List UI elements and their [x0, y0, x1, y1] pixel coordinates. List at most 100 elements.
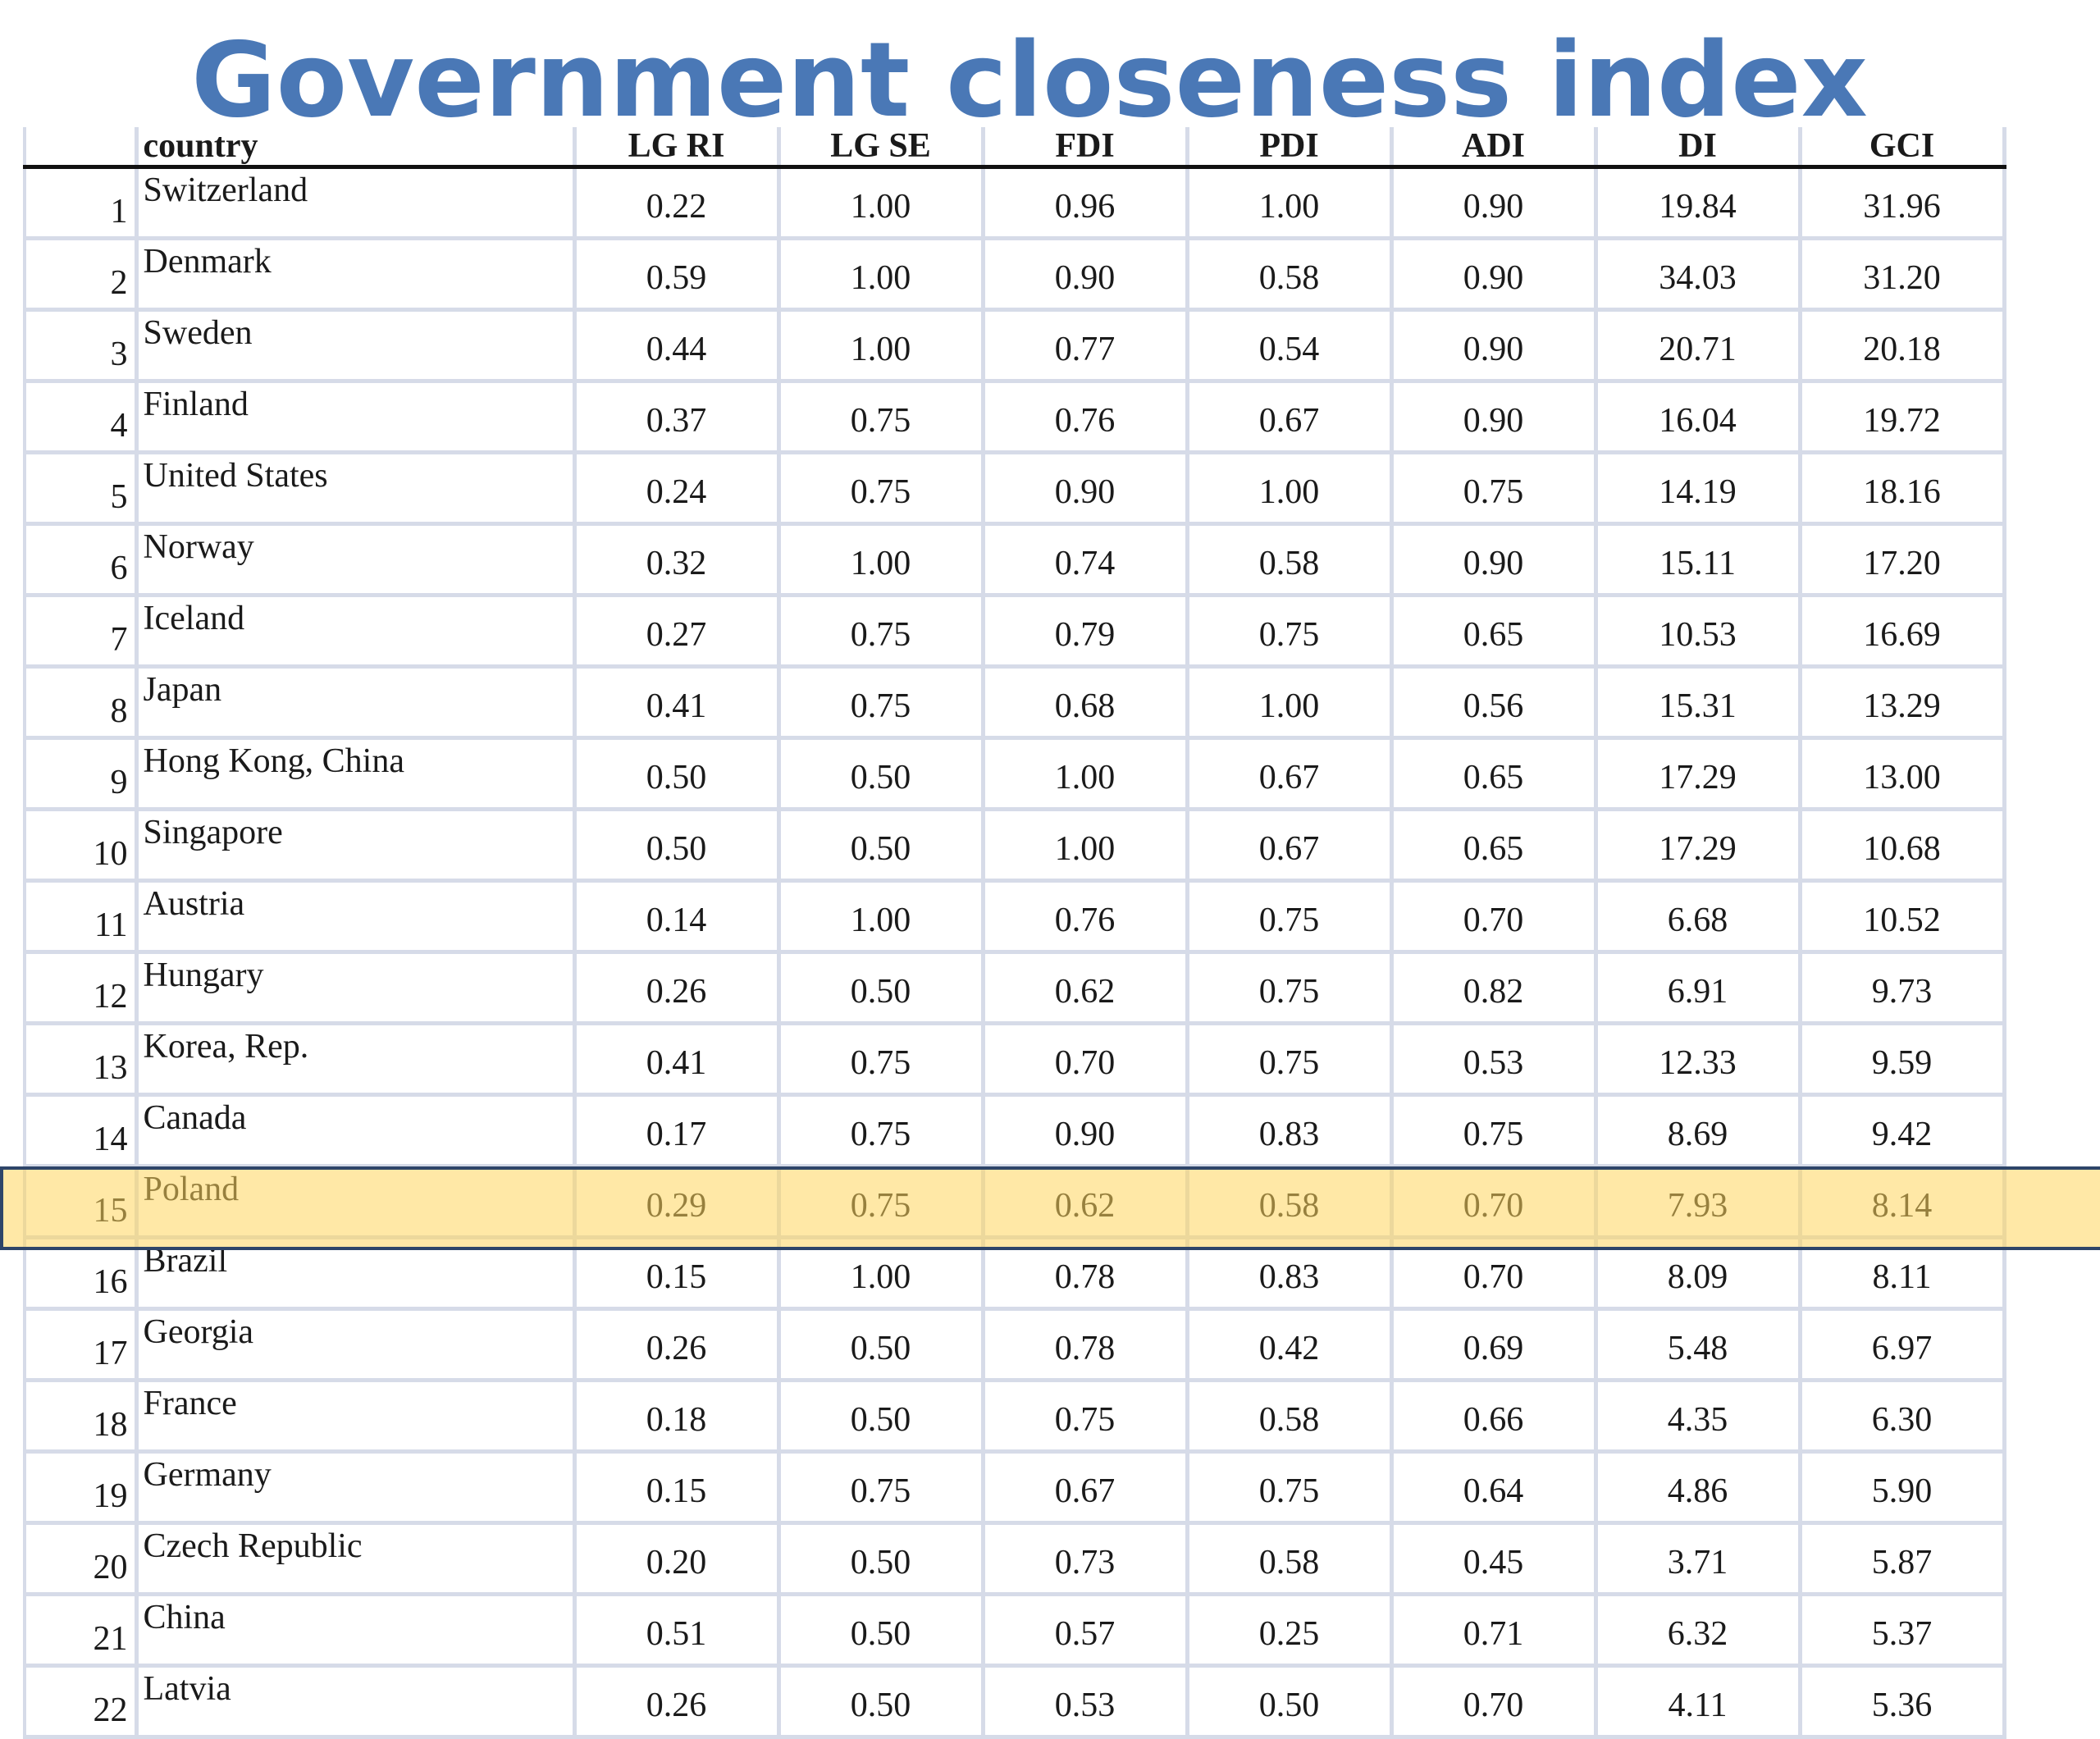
cell-adi: 0.70: [1389, 1237, 1596, 1311]
table-row: 15 Poland 0.29 0.75 0.62 0.58 0.70 7.93 8.14: [23, 1166, 2006, 1239]
cell-lg-ri: 0.20: [572, 1522, 778, 1596]
cell-gci: 13.29: [1797, 666, 2006, 740]
cell-lg-ri: 0.41: [572, 666, 778, 740]
cell-fdi: 0.67: [980, 1451, 1187, 1525]
cell-fdi: 0.53: [980, 1665, 1187, 1739]
cell-rank: 10: [23, 809, 136, 883]
cell-lg-se: 1.00: [776, 167, 983, 240]
cell-lg-se: 0.75: [776, 666, 983, 740]
cell-country: Sweden: [134, 309, 574, 383]
cell-gci: 17.20: [1797, 523, 2006, 597]
cell-fdi: 0.90: [980, 1094, 1187, 1168]
cell-country: Poland: [134, 1166, 574, 1239]
header-lg-ri: LG RI: [572, 127, 778, 169]
cell-lg-se: 0.50: [776, 1594, 983, 1668]
cell-country: Japan: [134, 666, 574, 740]
cell-country: Germany: [134, 1451, 574, 1525]
table-row: 5 United States 0.24 0.75 0.90 1.00 0.75 14.19 1…: [23, 452, 2006, 526]
cell-adi: 0.70: [1389, 880, 1596, 954]
cell-country: Hong Kong, China: [134, 737, 574, 811]
cell-fdi: 0.78: [980, 1308, 1187, 1382]
cell-rank: 19: [23, 1451, 136, 1525]
cell-pdi: 0.58: [1185, 523, 1391, 597]
cell-rank: 14: [23, 1094, 136, 1168]
cell-fdi: 0.96: [980, 167, 1187, 240]
table-header-row: country LG RI LG SE FDI PDI ADI DI GCI: [23, 127, 2006, 169]
cell-di: 3.71: [1593, 1522, 1800, 1596]
cell-country: Norway: [134, 523, 574, 597]
cell-gci: 20.18: [1797, 309, 2006, 383]
cell-pdi: 0.75: [1185, 1451, 1391, 1525]
cell-gci: 16.69: [1797, 595, 2006, 669]
cell-fdi: 0.75: [980, 1380, 1187, 1454]
cell-adi: 0.53: [1389, 1023, 1596, 1097]
cell-adi: 0.90: [1389, 309, 1596, 383]
table-row: 16 Brazil 0.15 1.00 0.78 0.83 0.70 8.09 8.11: [23, 1237, 2006, 1311]
cell-lg-ri: 0.32: [572, 523, 778, 597]
cell-country: France: [134, 1380, 574, 1454]
cell-lg-ri: 0.18: [572, 1380, 778, 1454]
cell-adi: 0.82: [1389, 952, 1596, 1025]
cell-country: Finland: [134, 381, 574, 454]
cell-rank: 18: [23, 1380, 136, 1454]
cell-fdi: 0.62: [980, 952, 1187, 1025]
cell-lg-se: 0.75: [776, 1166, 983, 1239]
cell-adi: 0.90: [1389, 381, 1596, 454]
table-row: 14 Canada 0.17 0.75 0.90 0.83 0.75 8.69 9.42: [23, 1094, 2006, 1168]
cell-adi: 0.75: [1389, 1094, 1596, 1168]
cell-pdi: 0.67: [1185, 381, 1391, 454]
cell-lg-se: 0.75: [776, 1094, 983, 1168]
table-row: 17 Georgia 0.26 0.50 0.78 0.42 0.69 5.48 6.97: [23, 1308, 2006, 1382]
cell-di: 4.35: [1593, 1380, 1800, 1454]
cell-adi: 0.70: [1389, 1665, 1596, 1739]
cell-lg-se: 0.50: [776, 952, 983, 1025]
cell-pdi: 0.83: [1185, 1094, 1391, 1168]
cell-rank: 21: [23, 1594, 136, 1668]
cell-gci: 10.68: [1797, 809, 2006, 883]
cell-country: Korea, Rep.: [134, 1023, 574, 1097]
cell-pdi: 0.75: [1185, 1023, 1391, 1097]
table-row: 7 Iceland 0.27 0.75 0.79 0.75 0.65 10.53 16.69: [23, 595, 2006, 669]
cell-gci: 10.52: [1797, 880, 2006, 954]
cell-adi: 0.65: [1389, 737, 1596, 811]
cell-fdi: 0.77: [980, 309, 1187, 383]
table-row: 18 France 0.18 0.50 0.75 0.58 0.66 4.35 6.30: [23, 1380, 2006, 1454]
cell-gci: 8.11: [1797, 1237, 2006, 1311]
cell-rank: 9: [23, 737, 136, 811]
cell-lg-se: 0.75: [776, 381, 983, 454]
cell-rank: 1: [23, 167, 136, 240]
cell-country: Iceland: [134, 595, 574, 669]
cell-fdi: 0.90: [980, 452, 1187, 526]
cell-rank: 20: [23, 1522, 136, 1596]
cell-pdi: 0.42: [1185, 1308, 1391, 1382]
table-row: 21 China 0.51 0.50 0.57 0.25 0.71 6.32 5.37: [23, 1594, 2006, 1668]
cell-rank: 3: [23, 309, 136, 383]
cell-di: 8.69: [1593, 1094, 1800, 1168]
cell-di: 17.29: [1593, 809, 1800, 883]
cell-fdi: 0.70: [980, 1023, 1187, 1097]
cell-lg-se: 0.50: [776, 1522, 983, 1596]
cell-pdi: 0.67: [1185, 737, 1391, 811]
cell-lg-ri: 0.24: [572, 452, 778, 526]
cell-di: 4.11: [1593, 1665, 1800, 1739]
cell-rank: 4: [23, 381, 136, 454]
cell-lg-se: 0.75: [776, 1451, 983, 1525]
cell-di: 6.91: [1593, 952, 1800, 1025]
cell-gci: 18.16: [1797, 452, 2006, 526]
cell-adi: 0.64: [1389, 1451, 1596, 1525]
cell-di: 8.09: [1593, 1237, 1800, 1311]
table-row: 10 Singapore 0.50 0.50 1.00 0.67 0.65 17.29 10.6…: [23, 809, 2006, 883]
cell-di: 5.48: [1593, 1308, 1800, 1382]
header-di: DI: [1593, 127, 1800, 169]
cell-lg-ri: 0.14: [572, 880, 778, 954]
cell-pdi: 0.58: [1185, 1380, 1391, 1454]
table-row: 1 Switzerland 0.22 1.00 0.96 1.00 0.90 19.84 31.…: [23, 167, 2006, 240]
cell-country: United States: [134, 452, 574, 526]
cell-lg-ri: 0.37: [572, 381, 778, 454]
page-title: Government closeness index: [191, 20, 1868, 140]
header-country: country: [134, 127, 574, 169]
cell-gci: 6.97: [1797, 1308, 2006, 1382]
cell-fdi: 1.00: [980, 809, 1187, 883]
cell-country: Brazil: [134, 1237, 574, 1311]
header-rank: [23, 127, 136, 169]
